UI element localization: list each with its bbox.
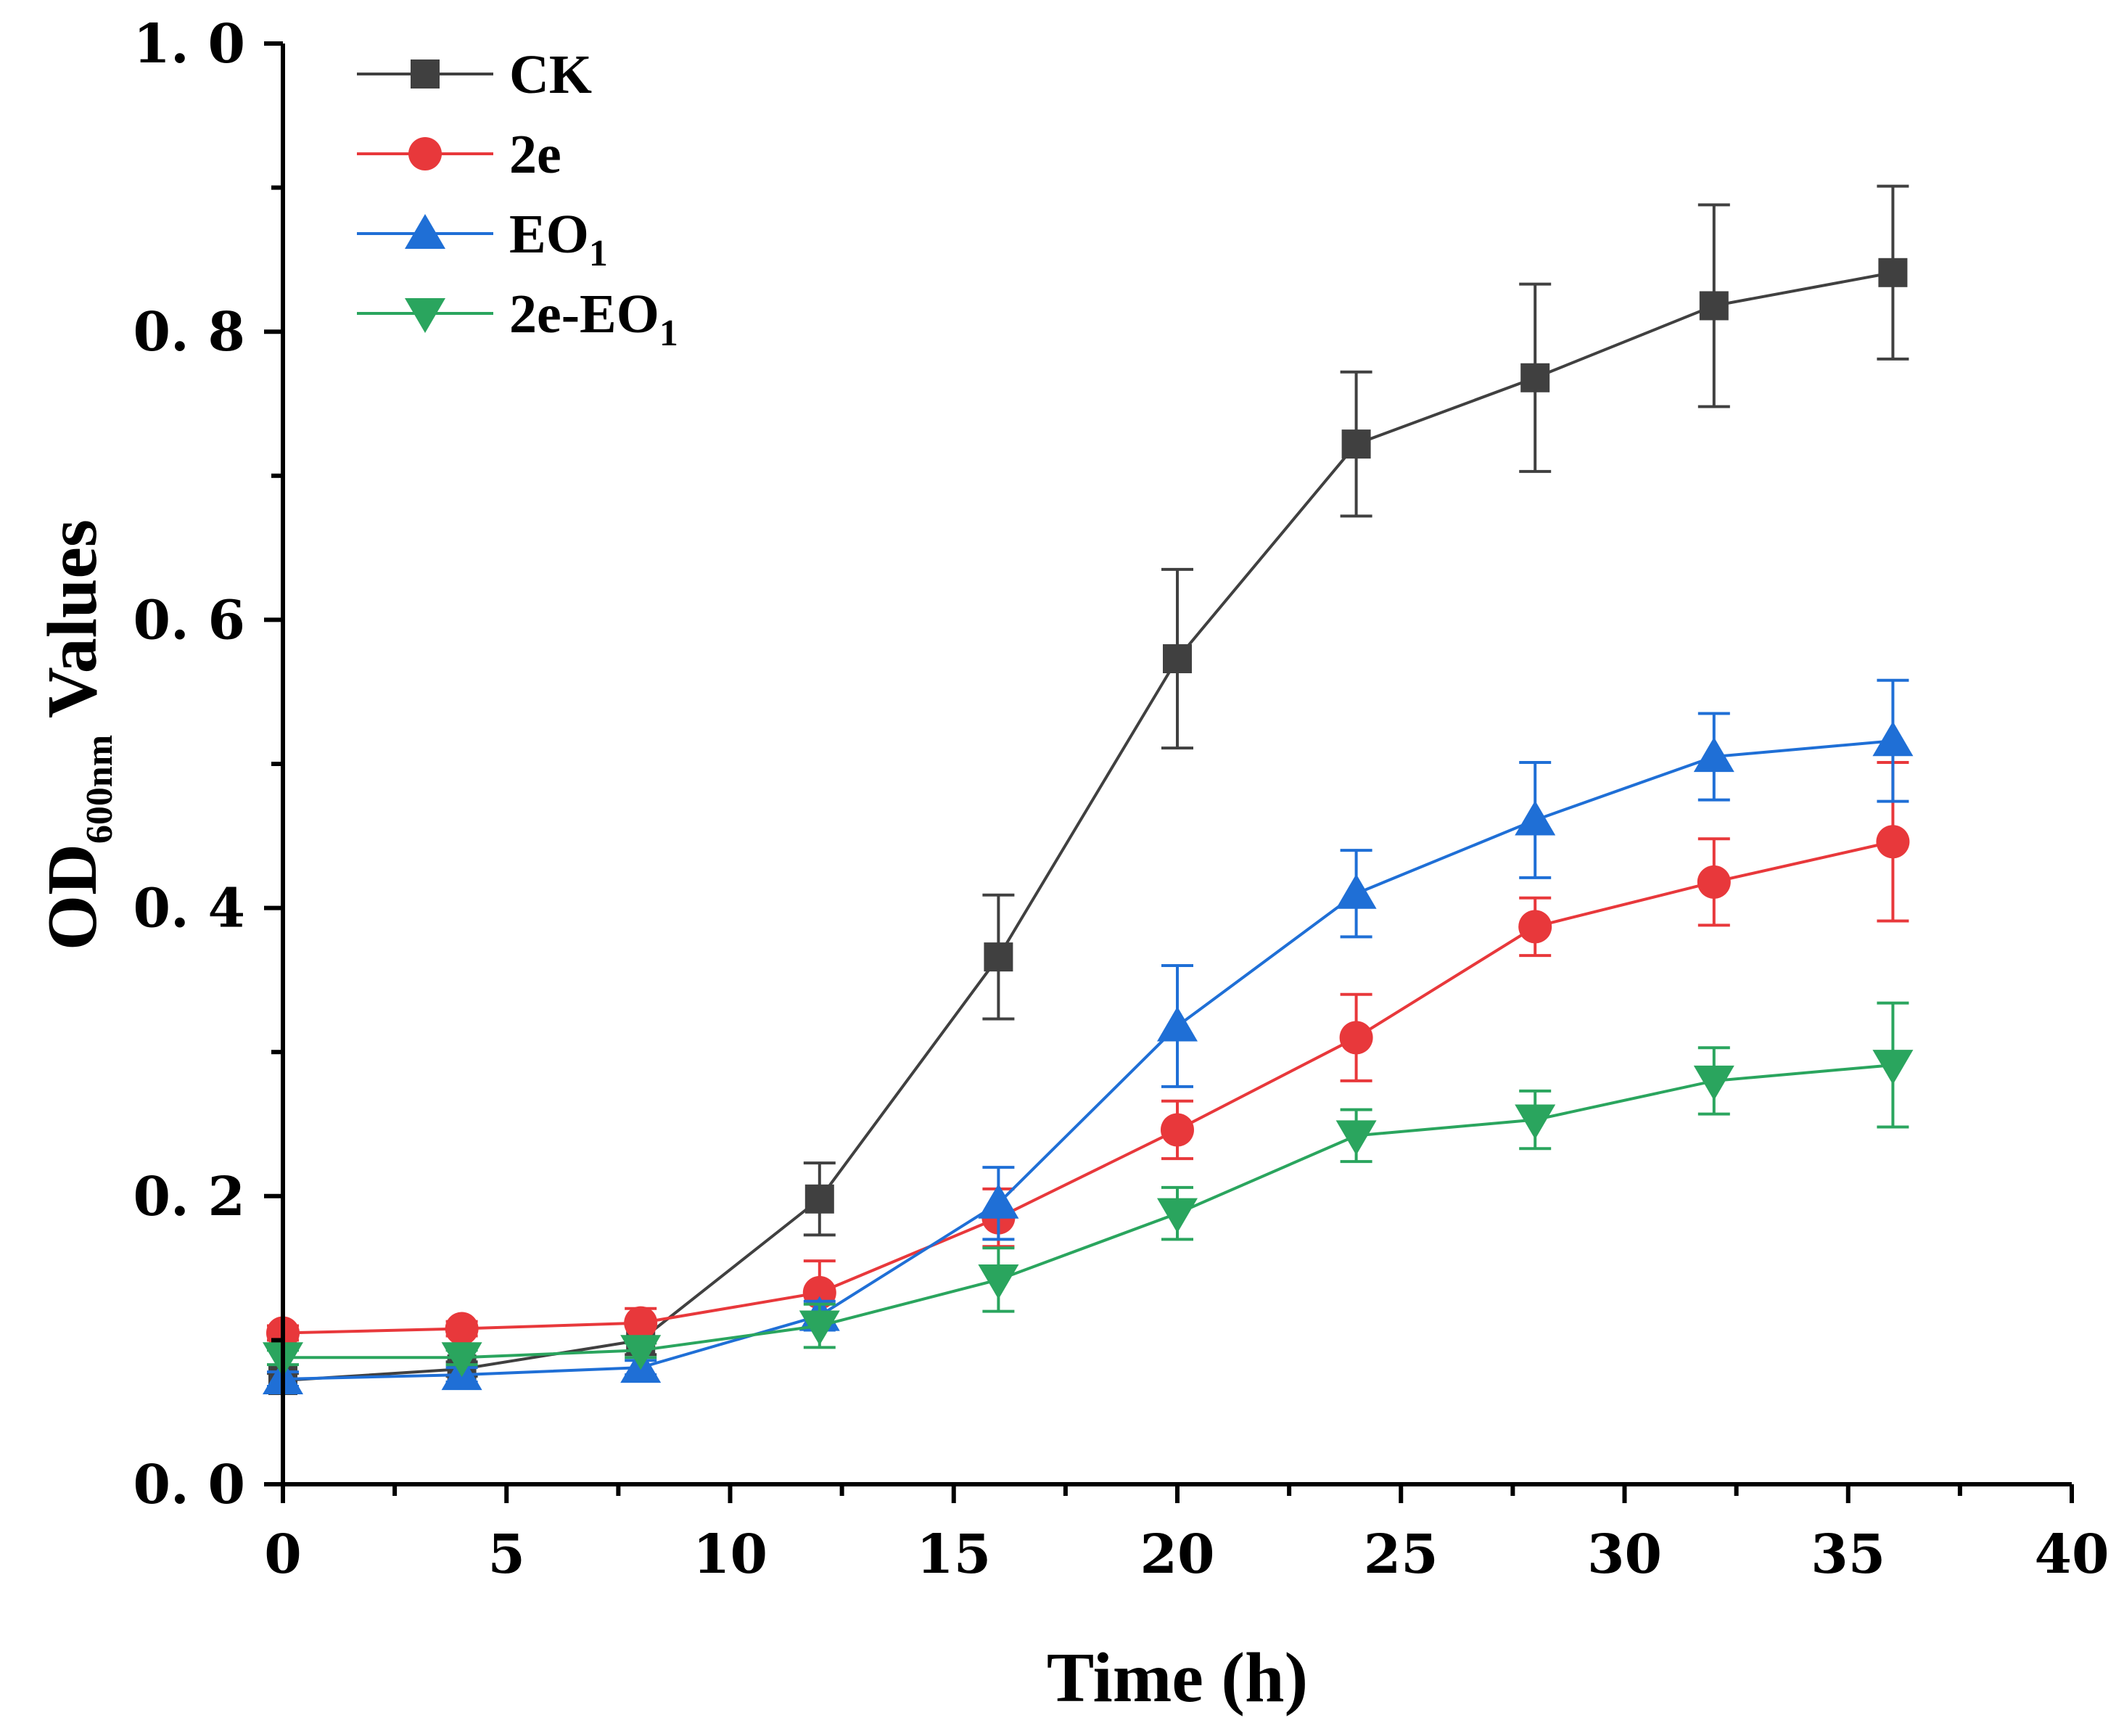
legend-label: 2e-EO1: [509, 284, 678, 354]
data-point-2e-eo1: [441, 1342, 482, 1378]
data-point-2e-eo1: [1693, 1065, 1734, 1101]
data-point-eo1: [1157, 1006, 1198, 1042]
legend-item-2e: 2e: [357, 124, 561, 185]
y-tick-label: 0. 0: [133, 1454, 245, 1516]
y-axis-title-main: OD: [33, 844, 112, 950]
legend-label: 2e: [509, 124, 561, 185]
series-line-2e: [282, 840, 1893, 1335]
x-tick-label: 30: [1587, 1523, 1662, 1586]
legend: CK 2e EO1 2e-EO1: [357, 44, 678, 354]
data-point-ck: [984, 942, 1013, 972]
series-line-ck: [282, 271, 1893, 1383]
x-axis-title: Time (h): [1047, 1639, 1308, 1717]
data-point-eo1: [1872, 721, 1914, 757]
axis-titles: Time (h) OD600nm Values: [33, 519, 1308, 1717]
y-tick-label: 0. 2: [133, 1166, 245, 1228]
data-point-2e: [1518, 910, 1552, 944]
series-2e: [266, 761, 1910, 1350]
y-tick-label: 0. 8: [133, 301, 245, 363]
plot-area: [263, 184, 1914, 1396]
data-point-2e-eo1: [1872, 1050, 1914, 1085]
x-tick-label: 35: [1811, 1523, 1885, 1586]
data-point-2e-eo1: [1157, 1198, 1198, 1233]
data-point-2e-eo1: [620, 1335, 662, 1370]
series-eo1: [263, 678, 1914, 1395]
data-point-eo1: [978, 1183, 1019, 1219]
legend-item-eo1: EO1: [357, 204, 608, 274]
series-line-2e-eo1: [283, 1064, 1893, 1359]
series-line-eo1: [282, 739, 1893, 1381]
legend-marker-eo1: [405, 214, 445, 249]
axes: 0 5 10 15 20 25 30 35 40 0. 0 0. 2 0. 4 0. 6 0. 8 1. 0: [133, 13, 2109, 1586]
x-tick-label: 25: [1364, 1523, 1438, 1586]
data-point-2e-eo1: [978, 1264, 1019, 1299]
legend-marker-2e-eo1: [405, 298, 445, 333]
x-tick-label: 40: [2035, 1523, 2109, 1586]
series-ck: [267, 184, 1909, 1396]
data-point-eo1: [1515, 800, 1556, 836]
legend-marker-ck: [411, 59, 440, 89]
x-tick-label: 5: [488, 1523, 526, 1586]
y-tick-label: 0. 4: [133, 878, 245, 940]
data-point-ck: [1520, 363, 1550, 392]
data-point-ck: [1699, 291, 1729, 321]
x-tick-label: 15: [916, 1523, 991, 1586]
data-point-2e-eo1: [799, 1310, 840, 1346]
y-tick-label: 0. 6: [133, 589, 245, 651]
legend-label: CK: [509, 44, 592, 105]
data-point-2e: [1876, 825, 1910, 859]
y-tick-label: 1. 0: [133, 13, 245, 75]
x-tick-label: 20: [1140, 1523, 1215, 1586]
x-tick-label: 0: [264, 1523, 302, 1586]
data-point-2e: [1697, 865, 1731, 899]
data-point-ck: [804, 1184, 834, 1214]
legend-item-2e-eo1: 2e-EO1: [357, 284, 678, 354]
data-point-2e-eo1: [1335, 1120, 1377, 1156]
data-point-2e: [445, 1312, 479, 1346]
legend-marker-2e: [408, 137, 442, 170]
series-2e-eo1: [263, 1001, 1914, 1378]
x-tick-label: 10: [693, 1523, 767, 1586]
data-point-ck: [1878, 258, 1908, 287]
data-point-2e: [624, 1306, 658, 1340]
legend-item-ck: CK: [357, 44, 592, 105]
legend-label: EO1: [509, 204, 608, 274]
y-axis-title: OD600nm Values: [33, 519, 120, 950]
data-point-ck: [1163, 644, 1192, 674]
data-point-eo1: [1335, 873, 1377, 909]
data-point-eo1: [1693, 737, 1734, 773]
y-axis-title-suffix: Values: [33, 519, 112, 735]
data-point-2e: [1339, 1021, 1373, 1055]
data-point-2e: [1161, 1113, 1194, 1147]
y-axis-title-subscript: 600nm: [79, 735, 120, 844]
data-point-2e-eo1: [1515, 1104, 1556, 1140]
data-point-ck: [1341, 429, 1371, 459]
